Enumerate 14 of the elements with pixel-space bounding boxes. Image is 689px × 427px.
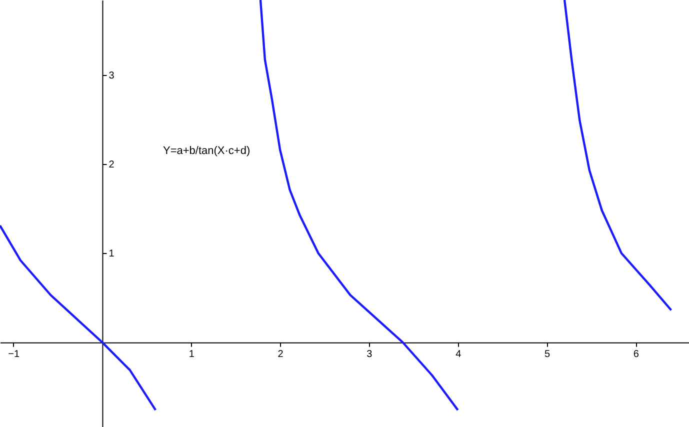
x-tick-label: −1	[8, 348, 20, 360]
x-tick-label: 2	[278, 348, 284, 360]
x-tick-label: 4	[456, 348, 462, 360]
y-tick-label: 2	[108, 160, 115, 171]
x-tick-label: 5	[544, 348, 550, 360]
x-tick-label: 1	[188, 348, 195, 360]
x-tick-label: 6	[633, 348, 640, 360]
line-series	[563, 0, 672, 312]
line-series	[0, 224, 157, 412]
y-tick-label: 3	[108, 70, 115, 82]
annotation: Y=a+b/tan(X·c+d)	[163, 145, 250, 157]
y-tick-label: 1	[108, 248, 115, 260]
x-tick-label: 3	[366, 348, 373, 360]
line-series	[259, 0, 459, 412]
